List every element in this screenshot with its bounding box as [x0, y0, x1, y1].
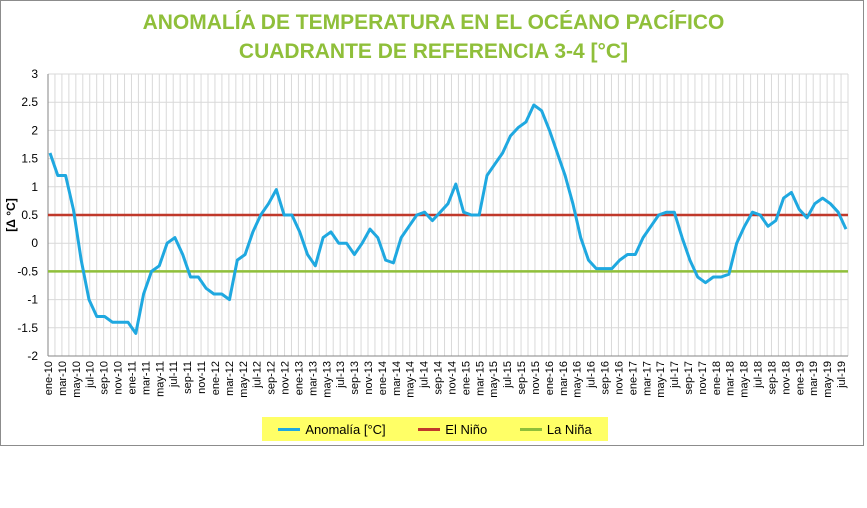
- x-tick-label: ene-14: [377, 361, 389, 395]
- x-tick-label: ene-15: [460, 361, 472, 395]
- x-tick-label: ene-12: [210, 361, 222, 395]
- x-tick-label: sep-12: [266, 361, 278, 395]
- x-tick-label: nov-18: [780, 361, 792, 395]
- x-axis-ticks: ene-10 mar-10 may-10 jul-10 sep-10 nov-10 ene-…: [43, 361, 848, 398]
- x-tick-label: ene-13: [293, 361, 305, 395]
- legend-label-anomalia: Anomalía [°C]: [305, 421, 386, 437]
- y-tick-label: 3: [31, 67, 38, 81]
- x-tick-label: sep-16: [600, 361, 612, 395]
- x-tick-label: sep-15: [516, 361, 528, 395]
- x-tick-label: mar-13: [307, 361, 319, 396]
- x-tick-label: mar-17: [641, 361, 653, 396]
- x-tick-label: jul-13: [335, 361, 347, 389]
- x-tick-label: jul-17: [669, 361, 681, 389]
- x-tick-label: jul-15: [502, 361, 514, 389]
- x-tick-label: may-16: [572, 361, 584, 398]
- y-tick-label: 0: [31, 236, 38, 250]
- legend-swatch-la-nina: [519, 427, 542, 431]
- y-tick-label: -0.5: [17, 264, 38, 278]
- y-tick-label: 2: [31, 123, 38, 137]
- x-tick-label: may-15: [488, 361, 500, 398]
- x-tick-label: jul-14: [419, 361, 431, 389]
- y-tick-label: -1.5: [17, 321, 38, 335]
- x-tick-label: sep-11: [182, 361, 194, 394]
- x-tick-label: ene-16: [544, 361, 556, 395]
- y-tick-label: 0.5: [21, 208, 38, 222]
- x-tick-label: nov-10: [113, 361, 125, 395]
- x-tick-label: mar-12: [224, 361, 236, 396]
- y-axis-label: [Δ °C]: [4, 198, 18, 231]
- y-axis-ticks: 3 2.5 2 1.5 1 0.5 0 -0.5 -1 -1.5 -2: [17, 67, 38, 363]
- legend-label-la-nina: La Niña: [546, 421, 592, 437]
- x-tick-label: ene-18: [711, 361, 723, 395]
- x-tick-label: jul-18: [753, 361, 765, 389]
- legend-swatch-anomalia: [278, 427, 301, 431]
- legend: Anomalía [°C] El Niño La Niña: [262, 417, 608, 441]
- x-tick-label: ene-11: [126, 361, 138, 394]
- x-tick-label: may-17: [655, 361, 667, 398]
- x-tick-label: sep-18: [766, 361, 778, 395]
- y-tick-label: -2: [27, 349, 38, 363]
- x-tick-label: sep-17: [683, 361, 695, 395]
- legend-item-la-nina: La Niña: [519, 421, 592, 437]
- x-tick-label: may-12: [238, 361, 250, 398]
- x-tick-label: sep-10: [99, 361, 111, 395]
- x-tick-label: nov-11: [196, 361, 208, 394]
- x-tick-label: jul-11: [168, 361, 180, 388]
- series-lines: [48, 103, 848, 335]
- x-tick-label: may-14: [405, 361, 417, 398]
- x-tick-label: sep-14: [433, 361, 445, 395]
- y-tick-label: 1: [31, 180, 38, 194]
- x-tick-label: mar-11: [140, 361, 152, 395]
- y-tick-label: 1.5: [21, 152, 38, 166]
- x-tick-label: jul-12: [252, 361, 264, 389]
- x-tick-label: jul-10: [85, 361, 97, 389]
- x-tick-label: mar-16: [558, 361, 570, 396]
- x-tick-label: nov-14: [446, 361, 458, 395]
- x-tick-label: may-19: [822, 361, 834, 398]
- x-tick-label: mar-15: [474, 361, 486, 396]
- chart-subtitle: CUADRANTE DE REFERENCIA 3-4 [°C]: [238, 40, 629, 63]
- x-tick-label: mar-14: [391, 361, 403, 396]
- x-tick-label: nov-13: [363, 361, 375, 395]
- x-tick-label: may-10: [71, 361, 83, 398]
- anomaly-series-line: [48, 103, 848, 335]
- x-tick-label: nov-15: [530, 361, 542, 395]
- x-tick-label: ene-19: [794, 361, 806, 395]
- legend-item-anomalia: Anomalía [°C]: [278, 421, 386, 437]
- x-tick-label: ene-17: [627, 361, 639, 395]
- x-tick-label: nov-16: [613, 361, 625, 395]
- x-tick-label: may-18: [739, 361, 751, 398]
- y-tick-label: -1: [27, 293, 38, 307]
- x-tick-label: mar-10: [57, 361, 69, 396]
- chart-title: ANOMALÍA DE TEMPERATURA EN EL OCÉANO PAC…: [142, 11, 725, 34]
- x-tick-label: sep-13: [349, 361, 361, 395]
- x-tick-label: nov-17: [697, 361, 709, 395]
- legend-item-el-nino: El Niño: [418, 422, 487, 437]
- x-tick-label: mar-19: [808, 361, 820, 396]
- x-tick-label: may-13: [321, 361, 333, 398]
- legend-label-el-nino: El Niño: [445, 421, 488, 437]
- x-tick-label: may-11: [154, 361, 166, 397]
- x-tick-label: ene-10: [43, 361, 55, 395]
- x-tick-label: nov-12: [280, 361, 292, 395]
- x-tick-label: jul-19: [836, 361, 848, 389]
- y-tick-label: 2.5: [21, 95, 38, 109]
- x-tick-label: jul-16: [586, 361, 598, 389]
- legend-swatch-el-nino: [418, 427, 441, 431]
- x-tick-label: mar-18: [725, 361, 737, 396]
